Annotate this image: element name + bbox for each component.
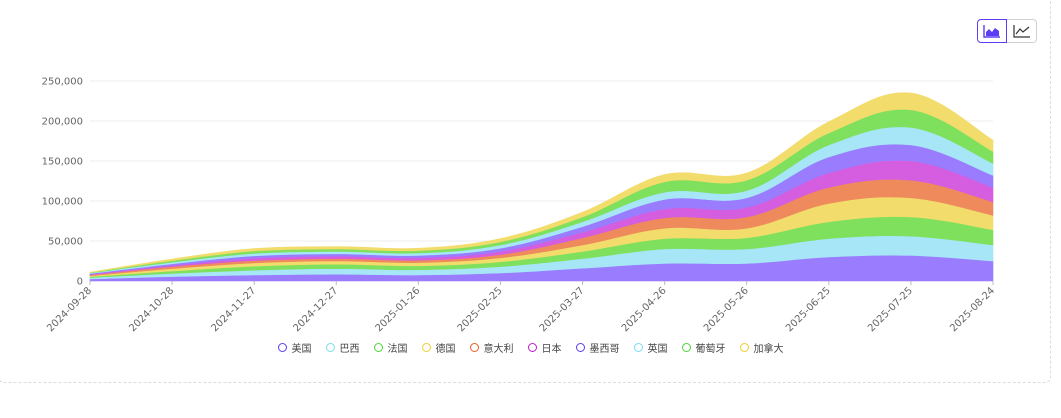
legend-item[interactable]: 日本 [527,340,562,355]
area-chart-icon [983,25,1000,38]
line-chart-button[interactable] [1007,19,1037,43]
legend-swatch [421,343,431,352]
area-chart-button[interactable] [977,19,1007,43]
legend-item[interactable]: 德国 [421,340,456,355]
legend-swatch [681,343,691,352]
x-tick-label: 2025-04-26 [620,285,669,334]
x-tick-label: 2025-06-25 [784,285,833,334]
x-tick-label: 2024-12-27 [292,285,341,334]
legend-swatch [575,343,585,352]
area-series [89,92,994,282]
legend-item[interactable]: 墨西哥 [575,340,620,355]
legend-label: 英国 [647,344,668,355]
y-tick-label: 50,000 [48,237,83,248]
y-tick-label: 200,000 [42,117,83,128]
legend-swatch [527,343,537,352]
legend-swatch [469,343,479,352]
y-tick-label: 250,000 [42,77,83,88]
x-axis-ticks: 2024-09-28 2024-10-28 2024-11-27 2024-12-27… [45,281,997,334]
x-tick-label: 2025-03-27 [538,285,587,334]
legend-swatch [325,343,335,352]
legend-item[interactable]: 意大利 [469,340,514,355]
line-chart-icon [1012,25,1030,38]
y-tick-label: 0 [77,277,83,288]
area-series-9[interactable] [89,92,994,273]
legend-item[interactable]: 葡萄牙 [681,340,726,355]
legend-swatch [633,343,643,352]
y-tick-label: 150,000 [42,157,83,168]
legend-label: 日本 [541,344,562,355]
x-tick-label: 2024-10-28 [127,285,176,334]
legend: 美国 巴西 法国 德国 意大利 日本 墨西哥 英国 葡萄牙 加拿大 [0,340,1061,355]
x-tick-label: 2025-05-26 [702,285,751,334]
legend-item[interactable]: 加拿大 [739,340,784,355]
legend-label: 葡萄牙 [695,344,726,355]
legend-label: 巴西 [339,344,360,355]
y-axis-ticks: 0 50,000 100,000 150,000 200,000 250,000 [42,77,83,288]
legend-swatch [277,343,287,352]
x-tick-label: 2025-07-25 [866,285,915,334]
legend-label: 意大利 [483,344,514,355]
legend-label: 法国 [387,344,408,355]
y-tick-label: 100,000 [42,197,83,208]
x-tick-label: 2024-11-27 [209,285,258,334]
chart-type-toggle [977,19,1037,43]
legend-swatch [373,343,383,352]
legend-label: 德国 [435,344,456,355]
x-tick-label: 2025-08-24 [948,285,997,334]
legend-swatch [739,343,749,352]
legend-label: 美国 [291,344,312,355]
legend-item[interactable]: 巴西 [325,340,360,355]
legend-label: 加拿大 [753,344,784,355]
x-tick-label: 2025-01-26 [374,285,423,334]
legend-item[interactable]: 美国 [277,340,312,355]
legend-label: 墨西哥 [589,344,620,355]
x-tick-label: 2024-09-28 [45,285,94,334]
legend-item[interactable]: 法国 [373,340,408,355]
x-tick-label: 2025-02-25 [456,285,505,334]
legend-item[interactable]: 英国 [633,340,668,355]
